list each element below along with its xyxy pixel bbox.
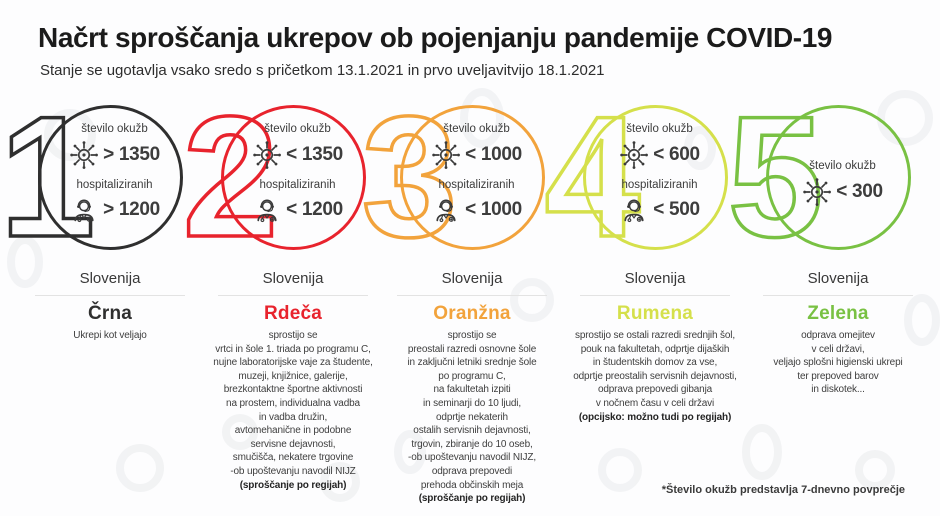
phase-1-circle-area: 1 število okužb > 1350 hospitaliziranih … bbox=[0, 89, 210, 265]
phase-name: Črna bbox=[87, 303, 133, 324]
phase-description: sprostijo se vrtci in šole 1. triada po … bbox=[213, 330, 373, 477]
infections-row: < 300 bbox=[802, 176, 883, 208]
region-label: Slovenija bbox=[262, 270, 324, 287]
threshold-circle: število okužb < 600 hospitaliziranih < 5… bbox=[583, 105, 728, 250]
phase-description: sprostijo se ostali razredi srednjih šol… bbox=[573, 330, 737, 409]
hospitalized-value: < 500 bbox=[653, 199, 700, 220]
phase-4-circle-area: 4 število okužb < 600 hospitaliziranih <… bbox=[543, 89, 755, 265]
page-subtitle: Stanje se ugotavlja vsako sredo s pričet… bbox=[40, 62, 605, 79]
virus-icon bbox=[802, 177, 832, 207]
hospitalized-value: < 1200 bbox=[286, 199, 343, 220]
phase-description-note: (opcijsko: možno tudi po regijah) bbox=[578, 411, 732, 423]
region-label: Slovenija bbox=[441, 270, 503, 287]
infections-label: število okužb bbox=[264, 123, 331, 135]
hospitalized-value: > 1200 bbox=[103, 199, 160, 220]
phase-description-note: (sproščanje po regijah) bbox=[418, 493, 526, 505]
doctor-icon bbox=[257, 199, 277, 223]
infections-value: > 1350 bbox=[103, 143, 160, 165]
doctor-icon bbox=[624, 199, 644, 223]
virus-icon bbox=[252, 139, 282, 170]
hospitalized-label: hospitaliziranih bbox=[621, 178, 698, 191]
doctor-icon bbox=[436, 199, 456, 223]
divider bbox=[763, 295, 913, 296]
infections-row: < 600 bbox=[619, 139, 700, 171]
hospitalized-row: < 1200 bbox=[252, 194, 343, 226]
infections-row: < 1000 bbox=[431, 139, 522, 171]
hospitalized-label: hospitaliziranih bbox=[76, 178, 153, 191]
phase-column-1: 1 število okužb > 1350 hospitaliziranih … bbox=[0, 89, 210, 343]
hospitalized-label: hospitaliziranih bbox=[259, 178, 336, 191]
threshold-circle: število okužb < 1000 hospitaliziranih < … bbox=[400, 105, 545, 250]
virus-icon bbox=[69, 139, 99, 170]
doctor-icon bbox=[74, 199, 94, 223]
infections-label: število okužb bbox=[81, 123, 148, 135]
phase-column-3: 3 število okužb < 1000 hospitaliziranih … bbox=[360, 89, 572, 506]
divider bbox=[35, 295, 185, 296]
region-label: Slovenija bbox=[79, 270, 141, 287]
phase-description: sprostijo se preostali razredi osnovne š… bbox=[407, 330, 537, 491]
hospitalized-row: < 500 bbox=[619, 194, 700, 226]
infections-row: > 1350 bbox=[69, 139, 160, 171]
infections-value: < 600 bbox=[653, 143, 700, 165]
infections-value: < 1350 bbox=[286, 143, 343, 165]
hospitalized-value: < 1000 bbox=[465, 199, 522, 220]
phase-column-4: 4 število okužb < 600 hospitaliziranih <… bbox=[543, 89, 755, 424]
hospitalized-row: > 1200 bbox=[69, 194, 160, 226]
phase-name: Rdeča bbox=[263, 303, 323, 324]
phase-2-circle-area: 2 število okužb < 1350 hospitaliziranih … bbox=[181, 89, 393, 265]
region-label: Slovenija bbox=[807, 270, 869, 287]
divider bbox=[397, 295, 547, 296]
infections-value: < 1000 bbox=[465, 143, 522, 165]
footnote: *Število okužb predstavlja 7-dnevno povp… bbox=[661, 484, 905, 496]
region-label: Slovenija bbox=[624, 270, 686, 287]
phase-column-2: 2 število okužb < 1350 hospitaliziranih … bbox=[181, 89, 393, 492]
phase-5-circle-area: 5 število okužb < 300 bbox=[726, 89, 938, 265]
phase-name: Zelena bbox=[807, 303, 869, 324]
threshold-circle: število okužb > 1350 hospitaliziranih > … bbox=[38, 105, 183, 250]
infections-label: število okužb bbox=[809, 160, 876, 173]
phase-description: Ukrepi kot veljajo bbox=[73, 330, 147, 341]
phase-name: Rumena bbox=[616, 303, 694, 324]
phase-3-circle-area: 3 število okužb < 1000 hospitaliziranih … bbox=[360, 89, 572, 265]
phase-description-note: (sproščanje po regijah) bbox=[239, 479, 347, 491]
page-title: Načrt sproščanja ukrepov ob pojenjanju p… bbox=[38, 22, 833, 53]
phase-description: odprava omejitev v celi državi, veljajo … bbox=[773, 330, 903, 396]
infections-label: število okužb bbox=[626, 123, 693, 135]
virus-icon bbox=[619, 139, 649, 170]
infections-row: < 1350 bbox=[252, 139, 343, 171]
hospitalized-row: < 1000 bbox=[431, 194, 522, 226]
virus-icon bbox=[431, 139, 461, 170]
hospitalized-label: hospitaliziranih bbox=[438, 178, 515, 191]
infections-value: < 300 bbox=[836, 180, 883, 202]
phase-column-5: 5 število okužb < 300 Slovenija Zelena o… bbox=[726, 89, 938, 397]
threshold-circle: število okužb < 1350 hospitaliziranih < … bbox=[221, 105, 366, 250]
threshold-circle: število okužb < 300 bbox=[766, 105, 911, 250]
divider bbox=[218, 295, 368, 296]
divider bbox=[580, 295, 730, 296]
phase-name: Oranžna bbox=[433, 303, 511, 324]
infections-label: število okužb bbox=[443, 123, 510, 135]
